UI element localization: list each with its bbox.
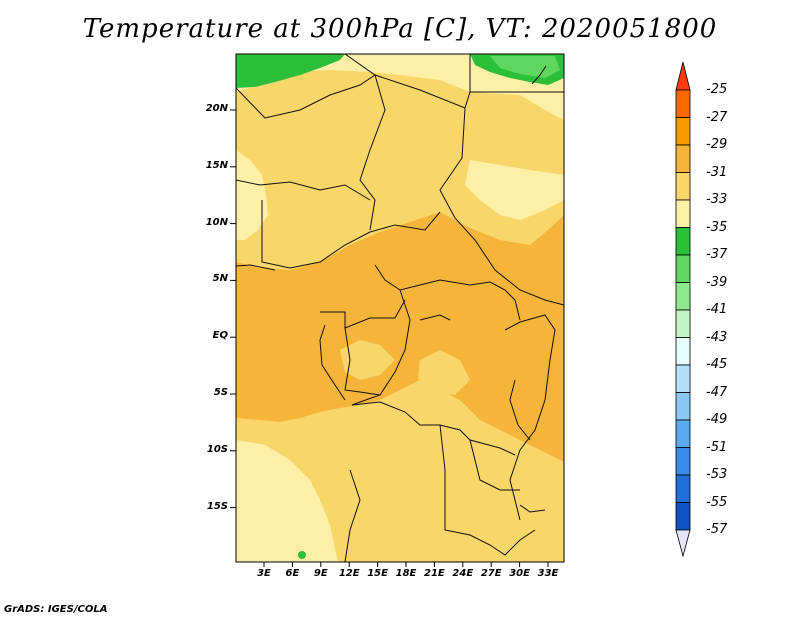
colorbar-label: -33 bbox=[706, 192, 728, 207]
field-green-spot bbox=[298, 551, 306, 559]
border-line bbox=[261, 200, 441, 269]
map-frame bbox=[235, 53, 565, 563]
colorbar bbox=[675, 61, 691, 558]
field-lightgreen-northeast bbox=[490, 56, 560, 78]
border-line bbox=[320, 299, 406, 329]
colorbar-swatch bbox=[675, 199, 691, 228]
colorbar-label: -27 bbox=[706, 109, 728, 125]
field-east-pale bbox=[465, 160, 564, 220]
border-line bbox=[469, 439, 520, 491]
coastline bbox=[531, 65, 547, 85]
field-central-warm bbox=[236, 212, 564, 462]
longitude-label: 12E bbox=[338, 568, 360, 579]
colorbar-label: -31 bbox=[706, 164, 728, 180]
colorbar-swatch bbox=[675, 447, 691, 476]
colorbar-swatch bbox=[675, 282, 691, 311]
colorbar-swatch bbox=[675, 89, 691, 118]
colorbar-swatch bbox=[675, 227, 691, 256]
colorbar-swatch bbox=[675, 309, 691, 338]
border-line bbox=[439, 424, 536, 556]
colorbar-label: -45 bbox=[706, 357, 728, 372]
border-line bbox=[344, 469, 361, 562]
border-line bbox=[236, 179, 371, 201]
latitude-label: 5S bbox=[213, 387, 228, 398]
colorbar-label: -39 bbox=[706, 274, 728, 290]
lake-outline bbox=[509, 379, 531, 441]
colorbar-swatch bbox=[675, 364, 691, 393]
longitude-label: 24E bbox=[452, 568, 474, 579]
border-line bbox=[344, 327, 381, 396]
longitude-label: 3E bbox=[257, 568, 271, 579]
field-green-northwest bbox=[236, 54, 345, 88]
latitude-label: 20N bbox=[205, 103, 228, 114]
field-southwest-pale bbox=[236, 440, 338, 562]
colorbar-swatch bbox=[675, 502, 691, 531]
border-line bbox=[351, 289, 411, 406]
colorbar-label: -29 bbox=[706, 137, 728, 152]
longitude-label: 9E bbox=[313, 568, 328, 579]
chart-title: Temperature at 300hPa [C], VT: 202005180… bbox=[82, 14, 718, 44]
colorbar-label: -55 bbox=[706, 494, 728, 510]
colorbar-swatch bbox=[675, 337, 691, 366]
longitude-label: 21E bbox=[424, 568, 445, 579]
field-pocket bbox=[340, 340, 395, 380]
border-line bbox=[374, 264, 506, 291]
colorbar-swatch bbox=[675, 474, 691, 503]
longitude-label: 33E bbox=[537, 568, 559, 579]
latitude-label: 15N bbox=[205, 159, 228, 171]
longitude-label: 6E bbox=[285, 568, 300, 579]
grads-credit: GrADS: IGES/COLA bbox=[4, 604, 108, 615]
border-line bbox=[236, 264, 276, 271]
colorbar-label: -57 bbox=[706, 522, 728, 537]
latitude-label: 5N bbox=[212, 273, 228, 285]
coastline bbox=[319, 324, 346, 401]
latitude-label: 15S bbox=[206, 500, 228, 512]
colorbar-swatch bbox=[675, 392, 691, 421]
border-line bbox=[344, 54, 471, 109]
colorbar-swatch bbox=[675, 254, 691, 283]
field-north-pale bbox=[236, 54, 564, 120]
lake-outline bbox=[419, 314, 451, 321]
border-line bbox=[504, 289, 521, 321]
colorbar-label: -47 bbox=[706, 384, 728, 400]
colorbar-label: -53 bbox=[706, 467, 728, 482]
colorbar-label: -41 bbox=[706, 302, 728, 317]
country-borders bbox=[236, 54, 564, 562]
lake-outline bbox=[519, 504, 546, 513]
border-line bbox=[439, 107, 564, 306]
colorbar-label: -25 bbox=[706, 82, 728, 97]
field-west-pale bbox=[236, 150, 268, 240]
latitude-label: 10N bbox=[205, 216, 228, 228]
colorbar-swatch bbox=[675, 144, 691, 173]
longitude-ticks bbox=[263, 562, 549, 567]
longitude-label: 30E bbox=[509, 568, 530, 579]
longitude-label: 15E bbox=[367, 568, 388, 579]
longitude-label: 27E bbox=[480, 568, 502, 579]
border-line bbox=[504, 314, 556, 521]
colorbar-top-arrow bbox=[675, 61, 691, 91]
colorbar-label: -37 bbox=[706, 247, 728, 262]
field-pocket bbox=[418, 350, 470, 395]
colorbar-swatch bbox=[675, 172, 691, 201]
colorbar-swatch bbox=[675, 117, 691, 146]
colorbar-label: -43 bbox=[706, 329, 728, 345]
colorbar-label: -35 bbox=[706, 219, 728, 235]
colorbar-swatch bbox=[675, 419, 691, 448]
latitude-label: 10S bbox=[206, 443, 228, 455]
latitude-ticks bbox=[230, 109, 236, 509]
latitude-label: EQ bbox=[212, 330, 228, 342]
colorbar-bottom-arrow bbox=[675, 529, 691, 558]
longitude-label: 18E bbox=[395, 568, 417, 579]
colorbar-label: -51 bbox=[706, 439, 728, 455]
colorbar-label: -49 bbox=[706, 412, 728, 427]
